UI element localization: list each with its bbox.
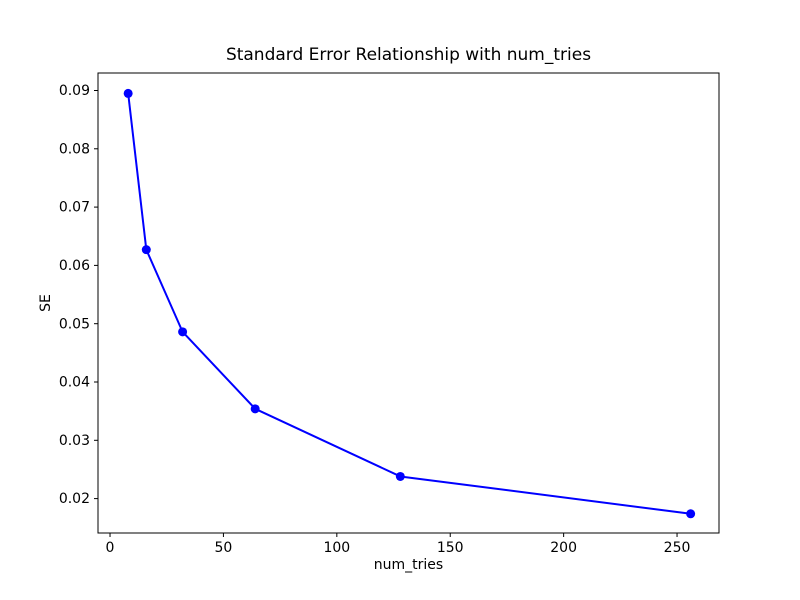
y-tick-label: 0.07 [59,200,90,216]
x-tick-label: 150 [437,540,464,556]
y-tick-label: 0.05 [59,316,90,332]
series-line [127,93,691,515]
data-point [141,245,151,255]
y-tick-label: 0.02 [59,491,90,507]
data-point [686,509,696,519]
x-tick-label: 200 [550,540,577,556]
data-point [178,327,188,337]
x-tick-label: 0 [106,540,115,556]
y-tick-label: 0.04 [59,375,90,391]
data-point [395,471,405,481]
axes-frame [97,72,720,534]
y-tick-label: 0.03 [59,433,90,449]
y-tick-label: 0.09 [59,83,90,99]
chart-title: Standard Error Relationship with num_tri… [225,45,592,65]
x-axis-label: num_tries [373,557,444,573]
x-tick-label: 100 [323,540,350,556]
data-point [250,404,260,414]
y-tick-label: 0.06 [59,258,90,274]
y-tick-label: 0.08 [59,141,90,157]
x-tick-label: 50 [215,540,233,556]
x-tick-label: 250 [664,540,691,556]
data-point [123,88,133,98]
